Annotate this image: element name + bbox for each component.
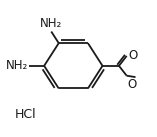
Text: NH₂: NH₂ [5,59,28,72]
Text: HCl: HCl [15,108,37,121]
Text: O: O [127,78,137,91]
Text: O: O [128,49,138,62]
Text: NH₂: NH₂ [39,17,62,30]
